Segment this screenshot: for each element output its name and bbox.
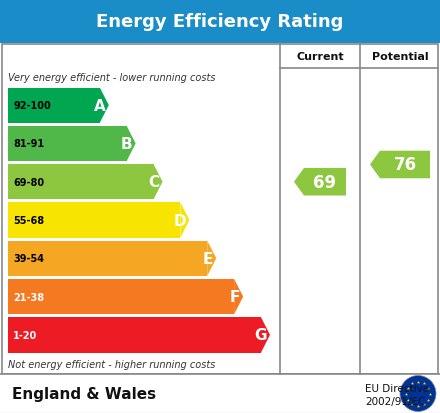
Bar	[8, 88, 100, 123]
Text: 92-100: 92-100	[13, 101, 51, 111]
Bar	[8, 318, 261, 353]
Text: 81-91: 81-91	[13, 139, 44, 149]
Text: D: D	[174, 213, 187, 228]
Text: Potential: Potential	[372, 52, 428, 62]
Text: EU Directive: EU Directive	[365, 383, 429, 393]
Text: Current: Current	[296, 52, 344, 62]
Text: A: A	[94, 98, 106, 113]
Text: 21-38: 21-38	[13, 292, 44, 302]
Text: 1-20: 1-20	[13, 330, 37, 340]
Text: 69-80: 69-80	[13, 177, 44, 187]
Polygon shape	[180, 203, 189, 238]
Bar	[8, 279, 234, 314]
Bar	[0, 374, 440, 413]
Polygon shape	[294, 169, 346, 196]
Bar	[8, 241, 207, 276]
Text: F: F	[230, 290, 240, 304]
Bar	[0, 0, 440, 44]
Bar	[8, 203, 180, 238]
Polygon shape	[100, 88, 109, 123]
Text: Very energy efficient - lower running costs: Very energy efficient - lower running co…	[8, 73, 216, 83]
Text: England & Wales: England & Wales	[12, 386, 156, 401]
Text: E: E	[203, 251, 213, 266]
Text: 69: 69	[313, 173, 337, 191]
Text: G: G	[254, 328, 267, 342]
Text: 76: 76	[393, 156, 417, 174]
Text: C: C	[148, 175, 160, 190]
Text: Not energy efficient - higher running costs: Not energy efficient - higher running co…	[8, 359, 215, 369]
Text: 55-68: 55-68	[13, 216, 44, 225]
Text: 39-54: 39-54	[13, 254, 44, 263]
Text: 2002/91/EC: 2002/91/EC	[365, 396, 425, 406]
Text: B: B	[121, 137, 132, 152]
Polygon shape	[207, 241, 216, 276]
Bar	[8, 165, 154, 200]
Bar	[2, 45, 438, 374]
Polygon shape	[154, 165, 162, 200]
Bar	[8, 126, 127, 161]
Polygon shape	[234, 279, 243, 314]
Text: Energy Efficiency Rating: Energy Efficiency Rating	[96, 13, 344, 31]
Circle shape	[400, 375, 436, 411]
Polygon shape	[370, 151, 430, 179]
Polygon shape	[261, 318, 270, 353]
Polygon shape	[127, 126, 136, 161]
